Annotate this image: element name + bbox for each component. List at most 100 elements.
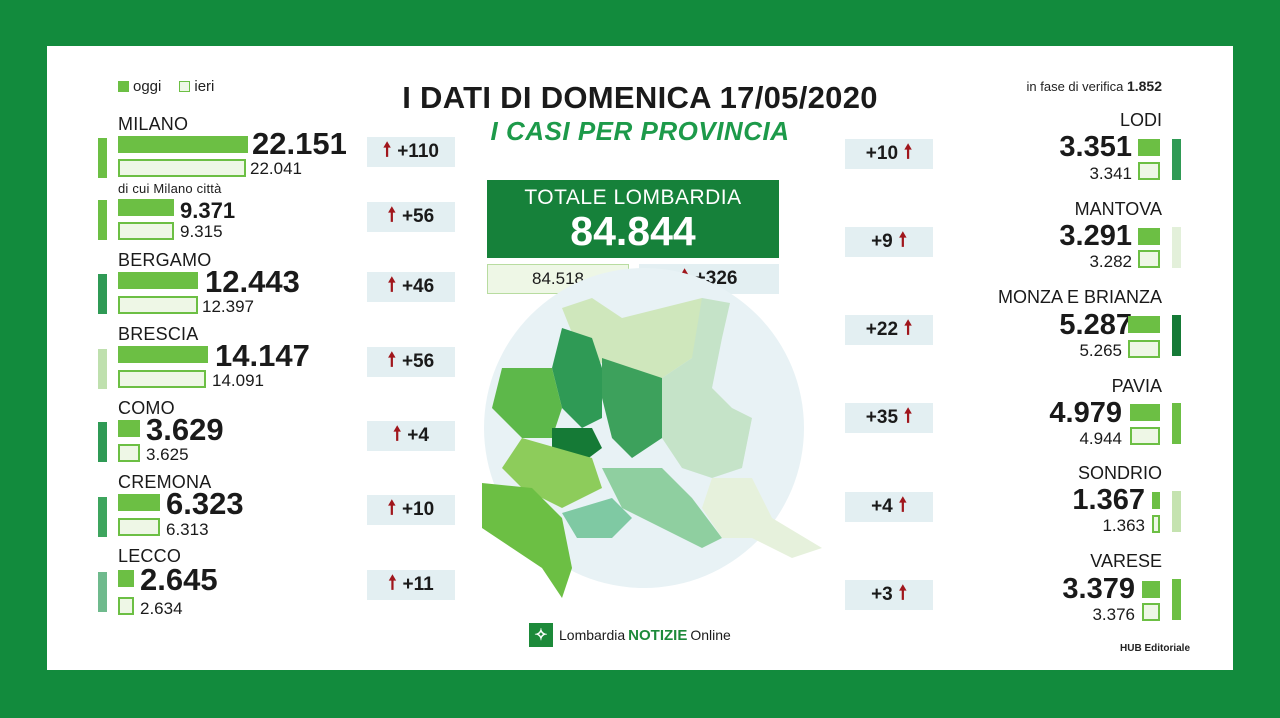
legend-today-label: oggi [133, 78, 162, 95]
como-delta-value: +4 [407, 425, 429, 446]
hub-editoriale-credit: HUB Editoriale [1120, 643, 1191, 654]
up-arrow-icon: 🠕 [387, 350, 396, 371]
total-lombardia-box: TOTALE LOMBARDIA 84.844 [487, 180, 779, 258]
sondrio-delta-value: +4 [871, 496, 893, 517]
monza-name: MONZA E BRIANZA [997, 287, 1162, 307]
cremona-side-bar [98, 497, 107, 537]
milano-citta-side-bar [98, 200, 107, 240]
milano-citta-delta: 🠕 +56 [367, 202, 455, 232]
brescia-yesterday-value: 14.091 [212, 371, 264, 390]
monza-today-value: 5.287 [1059, 309, 1132, 341]
region-bergamo [602, 358, 662, 458]
varese-side-bar [1172, 579, 1181, 620]
monza-yesterday-bar [1128, 340, 1160, 358]
bergamo-today-value: 12.443 [205, 264, 300, 299]
mantova-delta-value: +9 [871, 231, 893, 252]
legend-yesterday-swatch [179, 81, 191, 92]
pavia-yesterday-bar [1130, 427, 1160, 445]
lombardia-logo-icon: ✧ [529, 623, 553, 647]
bergamo-delta: 🠕 +46 [367, 272, 455, 302]
lecco-today-value: 2.645 [140, 562, 218, 597]
como-today-value: 3.629 [146, 412, 224, 447]
lecco-side-bar [98, 572, 107, 612]
bergamo-name: BERGAMO [118, 250, 212, 270]
brescia-delta: 🠕 +56 [367, 347, 455, 377]
bergamo-delta-value: +46 [401, 276, 435, 297]
milano-citta-today-bar [118, 199, 174, 216]
sondrio-yesterday-bar [1152, 515, 1160, 533]
total-label: TOTALE LOMBARDIA [524, 186, 742, 209]
page-subtitle: I CASI PER PROVINCIA [490, 116, 790, 146]
lodi-today-value: 3.351 [1059, 131, 1132, 163]
lodi-yesterday-bar [1138, 162, 1160, 180]
varese-yesterday-bar [1142, 603, 1160, 621]
bergamo-yesterday-bar [118, 296, 198, 314]
como-yesterday-bar [118, 444, 140, 462]
milano-citta-yesterday-bar [118, 222, 174, 240]
sondrio-yesterday-value: 1.363 [1102, 516, 1145, 535]
milano-citta-yesterday-value: 9.315 [180, 222, 223, 241]
cremona-delta-value: +10 [401, 499, 435, 520]
up-arrow-icon: 🠕 [387, 498, 396, 519]
up-arrow-icon: 🠕 [898, 583, 907, 604]
milano-citta-name: di cui Milano città [118, 181, 222, 196]
region-cremona [602, 468, 722, 548]
page-title: I DATI DI DOMENICA 17/05/2020 [402, 80, 878, 115]
pavia-yesterday-value: 4.944 [1079, 429, 1122, 448]
bergamo-today-bar [118, 272, 198, 289]
sondrio-today-value: 1.367 [1072, 484, 1145, 516]
milano-yesterday-value: 22.041 [250, 159, 302, 178]
como-yesterday-value: 3.625 [146, 445, 189, 464]
cremona-today-bar [118, 494, 160, 511]
sondrio-today-bar [1152, 492, 1160, 509]
up-arrow-icon: 🠕 [898, 495, 907, 516]
varese-today-value: 3.379 [1062, 573, 1135, 605]
verifica-label: in fase di verifica [1026, 79, 1124, 94]
pavia-name: PAVIA [1111, 376, 1162, 396]
pavia-today-bar [1130, 404, 1160, 421]
como-side-bar [98, 422, 107, 462]
up-arrow-icon: 🠕 [904, 142, 913, 163]
region-lodi [562, 498, 632, 538]
lombardy-map [482, 268, 822, 598]
sondrio-name: SONDRIO [1077, 463, 1162, 483]
bergamo-yesterday-value: 12.397 [202, 297, 254, 316]
mantova-yesterday-value: 3.282 [1089, 252, 1132, 271]
verifica-value: 1.852 [1126, 78, 1162, 94]
cremona-yesterday-bar [118, 518, 160, 536]
cremona-name: CREMONA [118, 472, 212, 492]
up-arrow-icon: 🠕 [898, 230, 907, 251]
sondrio-side-bar [1172, 491, 1181, 532]
legend: oggi ieri [118, 78, 232, 95]
milano-today-bar [118, 136, 248, 153]
varese-today-bar [1142, 581, 1160, 598]
mantova-delta: +9 🠕 [845, 227, 933, 257]
lecco-delta: 🠕 +11 [367, 570, 455, 600]
cremona-delta: 🠕 +10 [367, 495, 455, 525]
lodi-delta-value: +10 [865, 143, 899, 164]
cremona-today-value: 6.323 [166, 486, 244, 521]
como-name: COMO [118, 398, 175, 418]
milano-citta-today-value: 9.371 [180, 198, 236, 223]
brescia-side-bar [98, 349, 107, 389]
region-mantova [702, 478, 822, 558]
mantova-side-bar [1172, 227, 1181, 268]
legend-today-swatch [118, 81, 129, 92]
lodi-delta: +10 🠕 [845, 139, 933, 169]
logo-word-online: Online [690, 627, 731, 643]
pavia-side-bar [1172, 403, 1181, 444]
mantova-yesterday-bar [1138, 250, 1160, 268]
milano-name: MILANO [118, 114, 189, 134]
como-delta: 🠕 +4 [367, 421, 455, 451]
milano-citta-delta-value: +56 [401, 206, 435, 227]
milano-delta: 🠕 +110 [367, 137, 455, 167]
monza-today-bar [1128, 316, 1160, 333]
up-arrow-icon: 🠕 [393, 424, 402, 445]
lecco-delta-value: +11 [402, 574, 434, 595]
milano-yesterday-bar [118, 159, 246, 177]
sondrio-delta: +4 🠕 [845, 492, 933, 522]
lecco-today-bar [118, 570, 134, 587]
pavia-delta: +35 🠕 [845, 403, 933, 433]
region-como [552, 328, 602, 428]
milano-today-value: 22.151 [252, 126, 347, 161]
